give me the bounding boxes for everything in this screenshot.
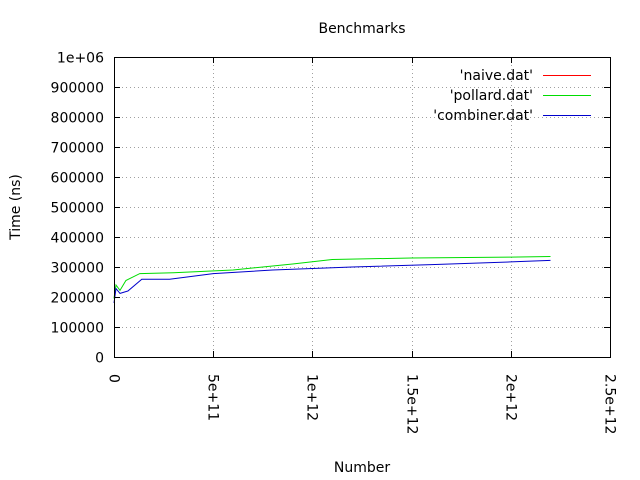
x-tick-label: 2e+12 xyxy=(503,374,519,421)
y-axis-label: Time (ns) xyxy=(8,174,24,241)
x-axis-label: Number xyxy=(334,460,390,476)
x-tick-label: 1e+12 xyxy=(304,374,320,421)
y-tick-label: 1e+06 xyxy=(57,51,104,67)
legend-label-combiner-dat: 'combiner.dat' xyxy=(433,108,533,124)
y-tick-label: 300000 xyxy=(51,261,104,277)
chart-title: Benchmarks xyxy=(318,21,405,37)
x-tick-label: 5e+11 xyxy=(205,374,221,421)
y-tick-label: 0 xyxy=(95,351,104,367)
x-tick-label: 0 xyxy=(106,374,122,383)
legend: 'naive.dat' 'pollard.dat' 'combiner.dat' xyxy=(433,68,591,124)
y-tick-label: 200000 xyxy=(51,291,104,307)
grid-lines xyxy=(114,57,610,357)
y-tick-label: 100000 xyxy=(51,321,104,337)
y-tick-label: 900000 xyxy=(51,81,104,97)
series-line-pollard-dat xyxy=(113,256,551,299)
series-lines xyxy=(113,256,551,304)
axis-ticks xyxy=(114,57,611,358)
y-tick-label: 700000 xyxy=(51,141,104,157)
x-tick-label: 1.5e+12 xyxy=(404,374,420,434)
x-tick-label: 2.5e+12 xyxy=(602,374,618,434)
y-tick-label: 800000 xyxy=(51,111,104,127)
y-tick-label: 400000 xyxy=(51,231,104,247)
legend-label-naive-dat: 'naive.dat' xyxy=(460,68,533,84)
y-tick-label: 600000 xyxy=(51,171,104,187)
series-line-combiner-dat xyxy=(113,259,551,304)
y-tick-label: 500000 xyxy=(51,201,104,217)
legend-label-pollard-dat: 'pollard.dat' xyxy=(450,88,533,104)
y-tick-labels: 0 100000 200000 300000 400000 500000 600000 700… xyxy=(51,51,105,367)
x-tick-labels: 0 5e+11 1e+12 1.5e+12 2e+12 2.5e+12 xyxy=(106,374,618,434)
